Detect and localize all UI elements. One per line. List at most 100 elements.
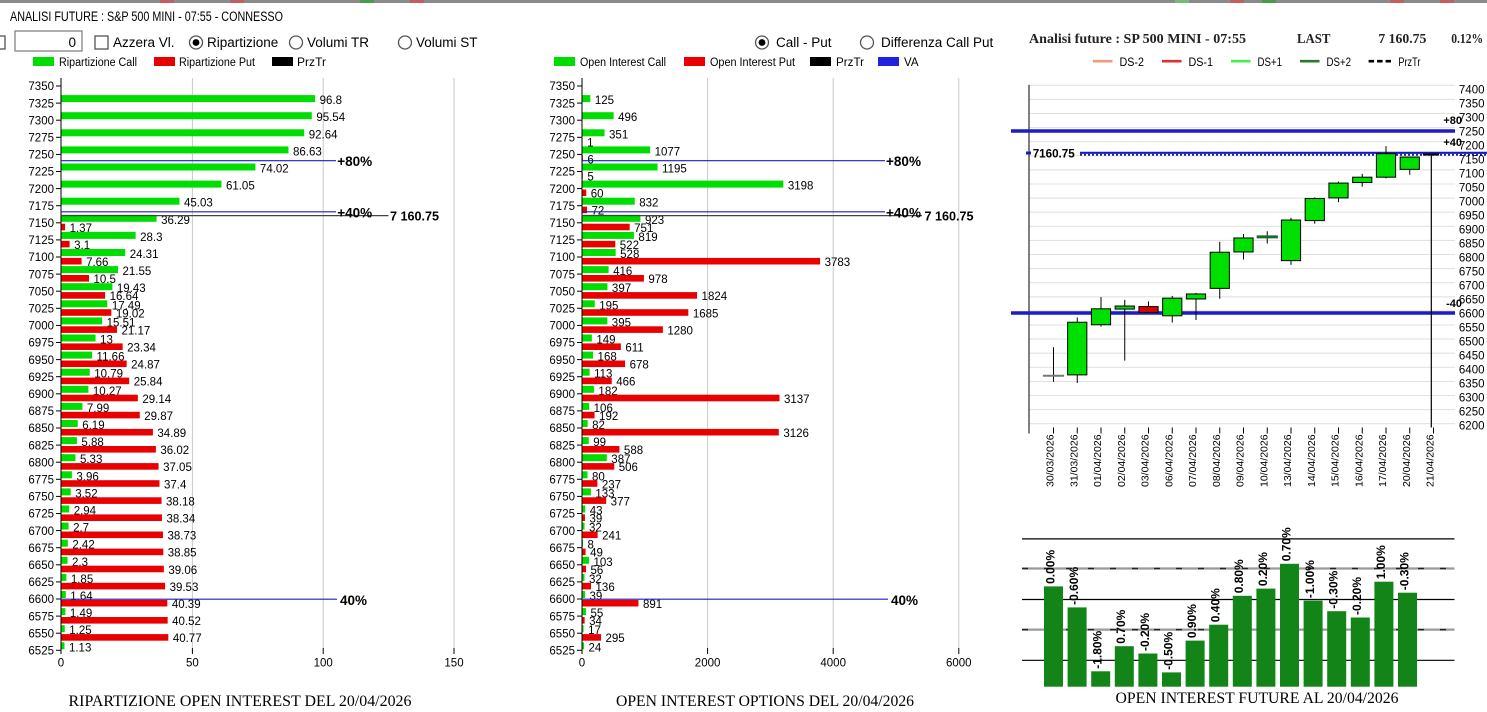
svg-text:Ripartizione: Ripartizione (207, 35, 278, 50)
svg-text:237: 237 (602, 479, 621, 491)
svg-text:588: 588 (624, 445, 643, 457)
svg-text:ANALISI FUTURE : S&P 500 MINI: ANALISI FUTURE : S&P 500 MINI - 07:55 - … (10, 9, 283, 24)
svg-text:100: 100 (314, 658, 333, 670)
svg-text:6525: 6525 (28, 646, 54, 658)
svg-text:50: 50 (186, 658, 199, 670)
svg-text:7000: 7000 (28, 321, 54, 333)
svg-text:7100: 7100 (549, 252, 575, 264)
svg-text:16/04/2026: 16/04/2026 (1354, 434, 1366, 487)
svg-text:7350: 7350 (1459, 99, 1485, 111)
svg-text:6900: 6900 (28, 389, 54, 401)
svg-text:39.53: 39.53 (170, 582, 199, 594)
svg-text:38.85: 38.85 (168, 548, 197, 560)
svg-text:106: 106 (594, 403, 613, 415)
svg-text:8: 8 (588, 540, 594, 552)
svg-text:6500: 6500 (1459, 337, 1485, 349)
svg-text:466: 466 (616, 377, 635, 389)
svg-text:6575: 6575 (28, 611, 54, 623)
svg-text:74.02: 74.02 (260, 164, 289, 176)
svg-text:6600: 6600 (28, 594, 54, 606)
svg-text:6925: 6925 (549, 372, 575, 384)
svg-text:6800: 6800 (549, 457, 575, 469)
svg-text:25.84: 25.84 (134, 377, 163, 389)
svg-text:3198: 3198 (788, 181, 814, 193)
svg-text:+80%: +80% (337, 153, 373, 169)
svg-text:7400: 7400 (1459, 85, 1485, 97)
svg-text:7300: 7300 (549, 115, 575, 127)
svg-text:6850: 6850 (28, 423, 54, 435)
svg-text:10/04/2026: 10/04/2026 (1259, 434, 1271, 487)
svg-text:0: 0 (579, 658, 585, 670)
svg-text:7 160.75: 7 160.75 (390, 209, 439, 224)
svg-text:38.18: 38.18 (166, 496, 195, 508)
svg-text:+40%: +40% (886, 204, 922, 220)
svg-text:506: 506 (619, 462, 638, 474)
svg-text:3137: 3137 (784, 394, 810, 406)
svg-text:24.31: 24.31 (130, 249, 159, 261)
svg-text:PrzTr: PrzTr (297, 57, 326, 69)
svg-text:6800: 6800 (28, 457, 54, 469)
svg-text:OPEN INTEREST FUTURE AL 20/04/: OPEN INTEREST FUTURE AL 20/04/2026 (1116, 690, 1399, 707)
svg-text:+80: +80 (1443, 115, 1462, 127)
svg-text:6825: 6825 (549, 440, 575, 452)
svg-text:6975: 6975 (28, 338, 54, 350)
svg-text:6950: 6950 (28, 355, 54, 367)
svg-text:6800: 6800 (1459, 253, 1485, 265)
svg-text:28.3: 28.3 (140, 232, 162, 244)
svg-text:21/04/2026: 21/04/2026 (1425, 434, 1437, 487)
svg-text:56: 56 (591, 565, 604, 577)
svg-text:6725: 6725 (549, 509, 575, 521)
svg-text:7300: 7300 (28, 115, 54, 127)
svg-text:6900: 6900 (1459, 225, 1485, 237)
svg-text:6300: 6300 (1459, 393, 1485, 405)
svg-text:7150: 7150 (549, 218, 575, 230)
svg-text:34.89: 34.89 (157, 428, 186, 440)
svg-text:6525: 6525 (549, 646, 575, 658)
svg-text:6675: 6675 (28, 543, 54, 555)
svg-text:Ripartizione Put: Ripartizione Put (179, 57, 256, 69)
svg-text:7225: 7225 (549, 167, 575, 179)
svg-text:38.34: 38.34 (166, 514, 195, 526)
svg-text:0.70%: 0.70% (1114, 609, 1128, 643)
svg-text:RIPARTIZIONE OPEN INTEREST DEL: RIPARTIZIONE OPEN INTEREST DEL 20/04/202… (69, 693, 412, 710)
svg-text:6875: 6875 (28, 406, 54, 418)
svg-text:7200: 7200 (1459, 141, 1485, 153)
svg-text:29.87: 29.87 (144, 411, 173, 423)
svg-text:7250: 7250 (549, 150, 575, 162)
svg-text:02/04/2026: 02/04/2026 (1116, 434, 1128, 487)
svg-text:29.14: 29.14 (142, 394, 171, 406)
svg-text:6850: 6850 (549, 423, 575, 435)
svg-text:PrzTr: PrzTr (1398, 55, 1420, 69)
svg-text:49: 49 (590, 548, 603, 560)
svg-text:751: 751 (634, 223, 653, 235)
svg-text:0.12%: 0.12% (1451, 31, 1483, 46)
svg-text:6950: 6950 (549, 355, 575, 367)
svg-text:7000: 7000 (1459, 197, 1485, 209)
svg-text:1280: 1280 (667, 325, 693, 337)
svg-text:7025: 7025 (549, 304, 575, 316)
svg-text:4000: 4000 (820, 658, 846, 670)
svg-text:7200: 7200 (549, 184, 575, 196)
svg-text:43: 43 (590, 506, 603, 518)
svg-text:7125: 7125 (28, 235, 54, 247)
svg-text:+80%: +80% (886, 153, 922, 169)
svg-text:Volumi TR: Volumi TR (307, 35, 369, 50)
svg-text:819: 819 (638, 232, 657, 244)
svg-text:-0.30%: -0.30% (1397, 552, 1411, 590)
svg-text:7275: 7275 (28, 133, 54, 145)
svg-text:10.5: 10.5 (94, 274, 116, 286)
svg-text:DS+1: DS+1 (1258, 55, 1283, 69)
svg-text:6550: 6550 (28, 628, 54, 640)
svg-text:0.80%: 0.80% (1232, 559, 1246, 593)
svg-text:DS-2: DS-2 (1120, 55, 1145, 69)
svg-text:7150: 7150 (28, 218, 54, 230)
svg-text:7225: 7225 (28, 167, 54, 179)
svg-text:6625: 6625 (28, 577, 54, 589)
svg-text:45.03: 45.03 (184, 198, 213, 210)
svg-text:14/04/2026: 14/04/2026 (1306, 434, 1318, 487)
svg-text:891: 891 (643, 599, 662, 611)
svg-text:37.4: 37.4 (164, 479, 187, 491)
svg-text:-0.30%: -0.30% (1327, 570, 1341, 608)
svg-text:30/03/2026: 30/03/2026 (1045, 434, 1057, 487)
svg-text:24: 24 (589, 642, 602, 654)
